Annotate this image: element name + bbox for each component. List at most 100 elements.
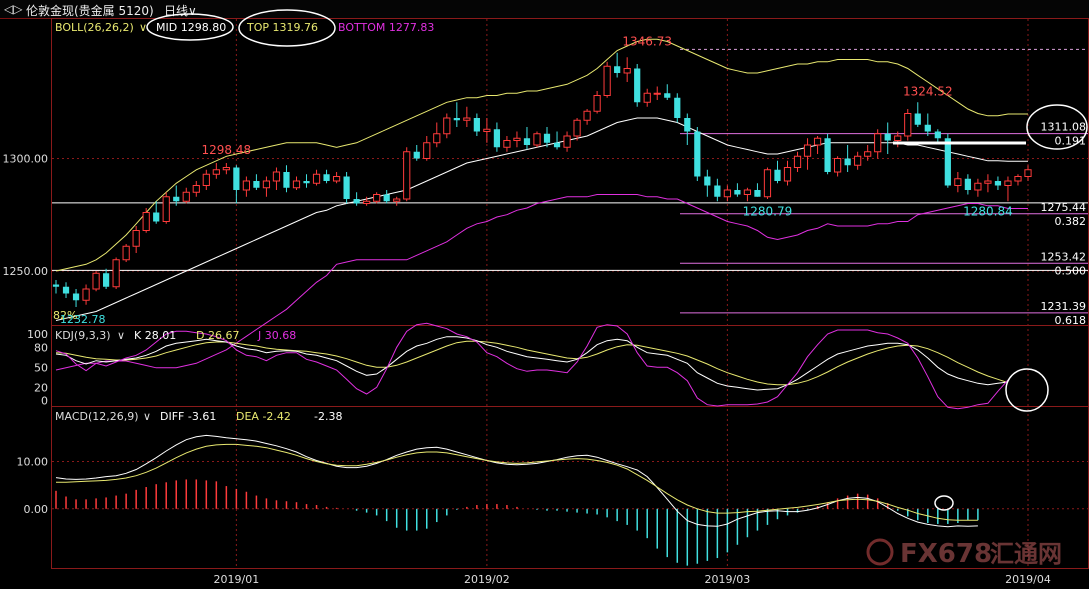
candle-body-62 — [674, 97, 681, 118]
kdj-k-line — [55, 336, 1009, 391]
kdj-d-value: D 26.67 — [196, 329, 239, 342]
candle-body-32 — [373, 194, 381, 202]
x-tick-1: 2019/02 — [464, 573, 510, 586]
fib-ratio-0: 0.191 — [1055, 135, 1087, 148]
watermark-logo-icon — [866, 538, 894, 566]
candle-body-50 — [553, 142, 561, 148]
candle-body-10 — [153, 212, 160, 222]
candle-body-15 — [202, 173, 210, 186]
candle-body-12 — [173, 196, 180, 202]
fib-ratio-3: 0.618 — [1055, 314, 1087, 327]
candle-body-44 — [493, 129, 501, 148]
candle-body-89 — [944, 138, 951, 186]
candle-body-30 — [353, 199, 360, 204]
candle-body-6 — [112, 259, 120, 288]
candle-body-88 — [934, 131, 941, 139]
chevron-down-icon: ∨ — [188, 4, 197, 18]
candle-body-71 — [763, 169, 772, 198]
price-annotation-1: 1298.48 — [202, 143, 252, 157]
candle-body-63 — [684, 118, 691, 132]
kdj-legend: KDJ(9,3,3) ∨ K 28.01 D 26.67 J 30.68 — [55, 329, 296, 342]
candle-body-72 — [774, 169, 781, 181]
candle-body-86 — [914, 113, 921, 125]
kdj-j-line — [55, 322, 1009, 410]
boll-legend-label[interactable]: BOLL(26,26,2) — [55, 21, 134, 34]
boll-bottom-value: BOTTOM 1277.83 — [338, 21, 434, 34]
symbol-label[interactable]: 伦敦金现(贵金属 5120) — [26, 4, 154, 18]
candle-body-5 — [102, 273, 110, 287]
candle-body-28 — [332, 176, 341, 182]
fibonacci-levels: 1311.080.191 1275.440.382 1253.420.500 1231… — [680, 121, 1088, 327]
macd-diff-line — [55, 434, 978, 528]
back-forward-icon[interactable]: ◁▷ — [4, 2, 23, 16]
fib-price-0: 1311.08 — [1041, 121, 1087, 134]
candle-body-92 — [974, 182, 982, 191]
candle-body-33 — [383, 194, 390, 202]
candle-body-59 — [643, 92, 651, 103]
candle-body-56 — [614, 66, 621, 73]
kdj-ytick-2: 50 — [34, 361, 48, 374]
fib-price-1: 1275.44 — [1041, 201, 1087, 214]
boll-mid-value: MID 1298.80 — [156, 21, 226, 34]
candle-body-83 — [884, 133, 891, 141]
candle-body-24 — [292, 180, 301, 189]
candle-body-78 — [834, 158, 842, 173]
macd-diff-value: DIFF -3.61 — [160, 410, 216, 423]
kdj-ytick-0: 100 — [27, 328, 48, 341]
candle-body-8 — [132, 230, 140, 247]
candle-body-65 — [704, 176, 711, 186]
boll-top-value: TOP 1319.76 — [246, 21, 318, 34]
kdj-ytick-3: 20 — [34, 381, 48, 394]
candle-body-93 — [984, 180, 992, 184]
fib-price-2: 1253.42 — [1041, 250, 1087, 263]
boll-top-line — [55, 38, 1028, 272]
price-annotation-0: 1346.73 — [622, 34, 672, 48]
macd-cross-circle — [934, 495, 954, 511]
candle-body-39 — [443, 117, 451, 135]
candle-body-61 — [664, 93, 671, 98]
candle-body-76 — [813, 137, 822, 146]
watermark-brand: FX678 — [900, 539, 992, 569]
left-pct-label: 82% — [53, 309, 77, 322]
price-ytick-1: 1250.00 — [3, 265, 49, 278]
candle-body-85 — [904, 113, 912, 137]
kdj-ytick-4: 0 — [41, 395, 48, 408]
boll-legend: BOLL(26,26,2) ∨ MID 1298.80 TOP 1319.76 … — [55, 9, 434, 47]
candle-body-34 — [393, 198, 401, 202]
candle-body-74 — [793, 155, 802, 168]
candle-body-80 — [854, 155, 862, 166]
macd-dea-line — [56, 443, 978, 521]
candle-body-95 — [1004, 180, 1012, 186]
candle-body-46 — [513, 137, 521, 141]
kdj-k-value: K 28.01 — [134, 329, 176, 342]
macd-dea-value: DEA -2.42 — [236, 410, 291, 423]
kdj-legend-label[interactable]: KDJ(9,3,3) — [55, 329, 111, 342]
candle-body-52 — [573, 119, 581, 137]
candle-body-11 — [162, 196, 170, 222]
candle-body-77 — [824, 138, 831, 172]
fib-highlight-circle — [1026, 104, 1088, 150]
watermark: FX678 汇通网 — [866, 538, 1062, 569]
candle-body-21 — [262, 180, 271, 189]
fib-ratio-2: 0.500 — [1055, 264, 1087, 277]
boll-legend-chevron-icon: ∨ — [139, 21, 147, 34]
fib-price-3: 1231.39 — [1041, 300, 1087, 313]
candle-body-7 — [122, 245, 130, 261]
x-tick-2: 2019/03 — [705, 573, 751, 586]
candle-body-37 — [423, 142, 431, 159]
candle-body-35 — [403, 151, 411, 200]
candle-body-13 — [182, 191, 190, 202]
x-axis-ticks: 2019/01 2019/02 2019/03 2019/04 — [214, 573, 1051, 586]
candle-body-66 — [714, 185, 721, 197]
candle-body-90 — [954, 178, 962, 186]
candle-body-2 — [72, 293, 80, 301]
candle-body-60 — [653, 92, 661, 95]
candle-body-41 — [463, 117, 471, 121]
candle-body-58 — [634, 68, 641, 103]
candle-body-57 — [623, 68, 631, 74]
candle-body-51 — [563, 135, 571, 148]
macd-legend-label[interactable]: MACD(12,26,9) — [55, 410, 139, 423]
macd-ytick-1: 0.00 — [24, 503, 49, 516]
price-annotation-3: 1280.79 — [743, 205, 793, 219]
